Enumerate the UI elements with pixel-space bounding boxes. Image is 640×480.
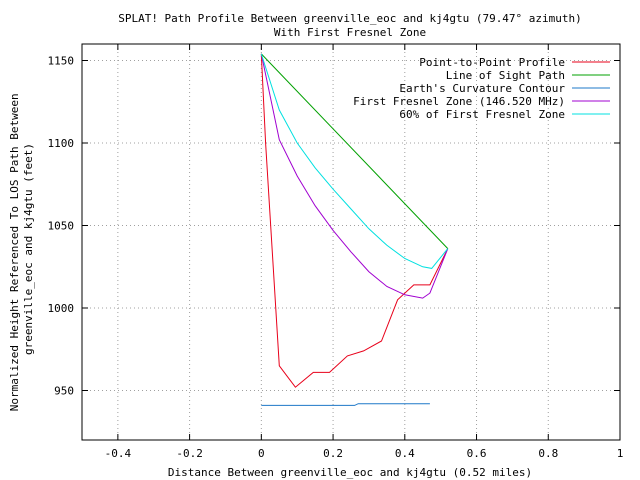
y-tick-label: 1100	[48, 137, 75, 150]
series-line	[260, 53, 449, 249]
x-tick-label: 0.2	[323, 447, 343, 460]
x-tick-label: 0.4	[395, 447, 415, 460]
x-axis-label: Distance Between greenville_eoc and kj4g…	[168, 466, 532, 479]
x-tick-label: -0.4	[105, 447, 132, 460]
y-axis-label: Normalized Height Referenced To LOS Path…	[8, 87, 35, 412]
x-tick-label: 0.6	[467, 447, 487, 460]
series-line	[260, 53, 449, 388]
legend-label: Point-to-Point Profile	[419, 56, 565, 69]
y-axis-label-line-1: Normalized Height Referenced To LOS Path…	[8, 93, 21, 411]
y-tick-label: 950	[54, 385, 74, 398]
series-line	[260, 53, 449, 269]
series-line	[260, 53, 449, 299]
chart-subtitle: With First Fresnel Zone	[274, 26, 426, 39]
x-tick-label: 1	[617, 447, 624, 460]
y-tick-label: 1050	[48, 220, 75, 233]
y-tick-label: 1150	[48, 55, 75, 68]
x-tick-label: 0.8	[538, 447, 558, 460]
y-tick-label: 1000	[48, 302, 75, 315]
legend-label: Line of Sight Path	[446, 69, 565, 82]
legend-label: Earth's Curvature Contour	[399, 82, 565, 95]
series-line	[261, 403, 430, 406]
chart-title: SPLAT! Path Profile Between greenville_e…	[118, 12, 582, 25]
grid	[82, 44, 620, 440]
axes: -0.4 -0.2 0 0.2 0.4 0.6 0.8 1 950 1000 1050 1100 115…	[48, 43, 624, 460]
x-tick-label: 0	[258, 447, 265, 460]
legend-label: 60% of First Fresnel Zone	[399, 108, 565, 121]
legend-label: First Fresnel Zone (146.520 MHz)	[353, 95, 565, 108]
x-tick-label: -0.2	[176, 447, 203, 460]
series-lines	[260, 53, 449, 406]
plot-border	[81, 43, 621, 441]
y-axis-label-line-2: greenville_eoc and kj4gtu (feet)	[22, 143, 35, 355]
